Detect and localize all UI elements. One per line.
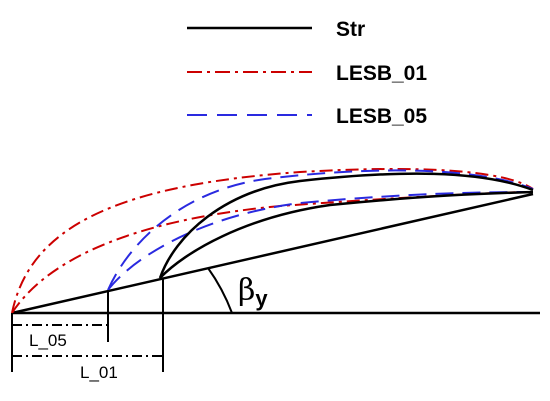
angle-subscript: y bbox=[255, 286, 268, 311]
profile-lesb01 bbox=[11, 168, 534, 314]
angle-symbol: β bbox=[238, 273, 255, 308]
legend: Str LESB_01 LESB_05 bbox=[187, 18, 427, 128]
angle-arc bbox=[207, 267, 233, 314]
dim-label-l01: L_01 bbox=[80, 363, 118, 382]
str-lower-curve bbox=[159, 190, 534, 279]
str-upper-curve bbox=[158, 172, 534, 279]
profile-str bbox=[158, 172, 534, 279]
legend-label-str: Str bbox=[336, 18, 365, 41]
dimension-markers bbox=[11, 278, 164, 372]
legend-label-lesb01: LESB_01 bbox=[336, 62, 427, 85]
chord-line bbox=[11, 192, 534, 315]
lesb05-upper-curve bbox=[107, 169, 534, 291]
legend-label-lesb05: LESB_05 bbox=[336, 105, 427, 128]
dim-label-l05: L_05 bbox=[29, 331, 67, 350]
lesb01-upper-curve bbox=[11, 168, 534, 314]
angle-label: βy bbox=[238, 273, 268, 311]
